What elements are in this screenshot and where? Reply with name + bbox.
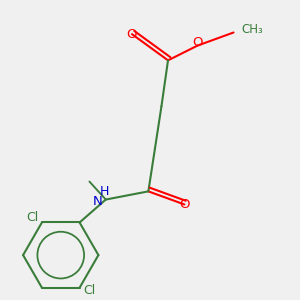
Text: Cl: Cl	[26, 211, 38, 224]
Text: O: O	[179, 198, 190, 211]
Text: N: N	[93, 195, 103, 208]
Text: Cl: Cl	[83, 284, 95, 298]
Text: CH₃: CH₃	[242, 23, 263, 36]
Text: O: O	[192, 36, 203, 49]
Text: H: H	[100, 185, 109, 198]
Text: O: O	[127, 28, 137, 40]
